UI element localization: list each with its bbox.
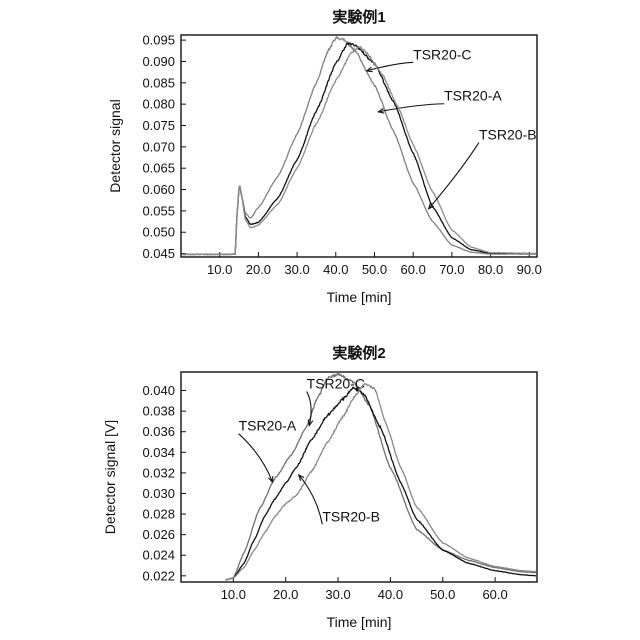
y-tick-label: 0.036: [142, 424, 175, 439]
callout-label-tsr20-c: TSR20-C: [413, 46, 471, 62]
callout-label-tsr20-a: TSR20-A: [239, 418, 297, 434]
y-tick-label: 0.045: [142, 246, 175, 261]
x-tick-label: 30.0: [325, 587, 350, 602]
y-tick-label: 0.055: [142, 203, 175, 218]
series-line-tsr20-b: [181, 47, 537, 255]
callout-leader-tsr20-b: [299, 475, 323, 524]
chart-2: 実験例2 0.022 0.024 0.026 0.028 0.030 0.032 0.034 0…: [102, 344, 537, 630]
y-tick-label: 0.038: [142, 404, 175, 419]
x-tick-label: 70.0: [439, 262, 464, 277]
x-tick-label: 30.0: [284, 262, 309, 277]
y-tick-label: 0.085: [142, 75, 175, 90]
callout-label-tsr20-b: TSR20-B: [479, 127, 537, 143]
y-tick-label: 0.070: [142, 139, 175, 154]
series-line-tsr20-a: [181, 43, 537, 255]
x-tick-label: 10.0: [221, 587, 246, 602]
y-tick-label: 0.095: [142, 33, 175, 48]
x-axis-label: Time [min]: [327, 614, 392, 630]
x-tick-label: 60.0: [482, 587, 507, 602]
plot-frame: [181, 372, 537, 582]
series-line-tsr20-c: [181, 37, 537, 254]
y-tick-label: 0.080: [142, 97, 175, 112]
x-tick-label: 90.0: [517, 262, 542, 277]
chart-title: 実験例1: [332, 8, 385, 26]
x-tick-label: 10.0: [207, 262, 232, 277]
y-tick-label: 0.034: [142, 445, 175, 460]
y-tick-label: 0.024: [142, 548, 175, 563]
y-tick-label: 0.022: [142, 568, 175, 583]
x-tick-label: 40.0: [378, 587, 403, 602]
chart-title: 実験例2: [332, 344, 385, 362]
x-tick-label: 20.0: [246, 262, 271, 277]
x-tick-label: 40.0: [323, 262, 348, 277]
x-axis-label: Time [min]: [327, 289, 392, 305]
y-tick-label: 0.065: [142, 161, 175, 176]
y-axis-label: Detector signal: [107, 99, 123, 192]
x-tick-label: 60.0: [401, 262, 426, 277]
y-tick-label: 0.090: [142, 54, 175, 69]
y-tick-label: 0.030: [142, 486, 175, 501]
y-tick-label: 0.028: [142, 507, 175, 522]
y-tick-label: 0.032: [142, 465, 175, 480]
y-tick-label: 0.040: [142, 383, 175, 398]
y-tick-label: 0.060: [142, 182, 175, 197]
callout-leader-tsr20-b: [429, 143, 479, 209]
callout-leader-tsr20-a: [239, 434, 273, 482]
y-tick-label: 0.050: [142, 225, 175, 240]
x-tick-label: 50.0: [362, 262, 387, 277]
y-tick-label: 0.075: [142, 118, 175, 133]
x-tick-label: 20.0: [273, 587, 298, 602]
x-tick-label: 80.0: [478, 262, 503, 277]
callout-leader-tsr20-a: [378, 104, 444, 112]
y-axis-label: Detector signal [V]: [102, 420, 118, 534]
callout-label-tsr20-a: TSR20-A: [444, 88, 502, 104]
callout-label-tsr20-b: TSR20-B: [322, 508, 380, 524]
x-tick-label: 50.0: [430, 587, 455, 602]
plot-frame: [181, 35, 537, 257]
y-tick-label: 0.026: [142, 527, 175, 542]
chart-1: 実験例1 0.045 0.050 0.055 0.060 0.065 0.070 0.075 0…: [107, 8, 542, 305]
